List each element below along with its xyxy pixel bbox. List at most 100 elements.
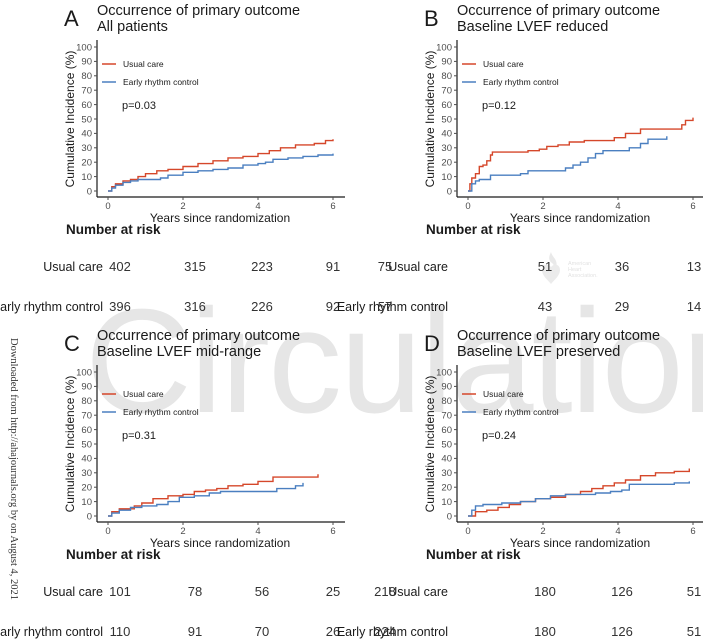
y-tick-label: 70 (81, 86, 92, 97)
risk-value: 29 (615, 299, 629, 314)
y-tick-label: 60 (81, 100, 92, 111)
x-tick-label: 6 (330, 201, 335, 212)
curve-usual-care (468, 117, 694, 192)
chart-subtitle: All patients (97, 19, 168, 35)
y-tick-label: 80 (441, 396, 452, 407)
x-tick-label: 4 (615, 201, 620, 212)
risk-value: 126 (611, 624, 633, 639)
legend-label: Usual care (483, 59, 524, 69)
x-tick-label: 0 (465, 201, 470, 212)
risk-value: 78 (188, 584, 202, 599)
y-tick-label: 100 (436, 42, 452, 53)
download-notice: Downloaded from http://ahajournals.org b… (8, 338, 19, 600)
risk-value: 14 (687, 299, 701, 314)
y-tick-label: 50 (441, 439, 452, 450)
legend-label: Early rhythm control (483, 407, 559, 417)
p-value: p=0.12 (482, 100, 516, 112)
y-tick-label: 70 (441, 411, 452, 422)
risk-value: 91 (188, 624, 202, 639)
y-tick-label: 80 (81, 396, 92, 407)
curve-early-rhythm-control (468, 136, 668, 192)
y-tick-label: 0 (447, 186, 452, 197)
y-tick-label: 90 (81, 382, 92, 393)
risk-table-title: Number at risk (426, 222, 521, 237)
risk-value: 396 (109, 299, 131, 314)
risk-value: 91 (326, 259, 340, 274)
y-tick-label: 50 (81, 439, 92, 450)
aha-logo-text: American Heart Association. (568, 261, 598, 279)
y-tick-label: 30 (81, 143, 92, 154)
curve-early-rhythm-control (108, 482, 304, 517)
y-tick-label: 40 (441, 129, 452, 140)
risk-table-title: Number at risk (66, 547, 161, 562)
y-tick-label: 30 (441, 468, 452, 479)
y-tick-label: 10 (81, 497, 92, 508)
chart-subtitle: Baseline LVEF mid-range (97, 344, 261, 360)
panel-letter: C (64, 331, 80, 356)
p-value: p=0.31 (122, 430, 156, 442)
x-axis-title: Years since randomization (510, 211, 650, 225)
y-tick-label: 40 (81, 129, 92, 140)
circulation-watermark: Circulation (85, 279, 703, 444)
risk-value: 218 (374, 584, 396, 599)
risk-value: 224 (374, 624, 396, 639)
x-tick-label: 2 (540, 201, 545, 212)
chart-title: Occurrence of primary outcome (457, 3, 660, 19)
x-tick-label: 4 (255, 201, 260, 212)
y-tick-label: 100 (76, 367, 92, 378)
risk-row-label: Usual care (43, 585, 103, 599)
y-tick-label: 20 (441, 483, 452, 494)
x-axis-title: Years since randomization (150, 536, 290, 550)
risk-row-label: Early rhythm control (0, 625, 103, 639)
p-value: p=0.24 (482, 430, 516, 442)
y-tick-label: 100 (76, 42, 92, 53)
chart-title: Occurrence of primary outcome (457, 328, 660, 344)
risk-table-title: Number at risk (426, 547, 521, 562)
x-tick-label: 0 (105, 201, 110, 212)
risk-value: 226 (251, 299, 273, 314)
y-tick-label: 70 (81, 411, 92, 422)
x-tick-label: 0 (465, 526, 470, 537)
x-tick-label: 4 (615, 526, 620, 537)
x-tick-label: 0 (105, 526, 110, 537)
risk-value: 75 (378, 259, 392, 274)
risk-value: 126 (611, 584, 633, 599)
panel-letter: A (64, 6, 79, 31)
risk-value: 56 (255, 584, 269, 599)
x-tick-label: 6 (690, 526, 695, 537)
y-tick-label: 90 (441, 57, 452, 68)
risk-value: 223 (251, 259, 273, 274)
risk-value: 26 (326, 624, 340, 639)
risk-value: 25 (326, 584, 340, 599)
legend-label: Early rhythm control (483, 77, 559, 87)
y-tick-label: 0 (87, 511, 92, 522)
risk-value: 13 (687, 259, 701, 274)
risk-row-label: Usual care (388, 260, 448, 274)
x-tick-label: 2 (180, 526, 185, 537)
risk-value: 315 (184, 259, 206, 274)
y-tick-label: 10 (441, 497, 452, 508)
p-value: p=0.03 (122, 100, 156, 112)
risk-value: 51 (687, 584, 701, 599)
risk-row-label: Early rhythm control (337, 625, 448, 639)
chart-title: Occurrence of primary outcome (97, 328, 300, 344)
x-tick-label: 4 (255, 526, 260, 537)
legend-label: Usual care (123, 389, 164, 399)
risk-row-label: Early rhythm control (0, 300, 103, 314)
y-tick-label: 70 (441, 86, 452, 97)
y-tick-label: 40 (81, 454, 92, 465)
y-tick-label: 90 (441, 382, 452, 393)
y-tick-label: 60 (441, 425, 452, 436)
risk-value: 110 (110, 624, 131, 639)
panel-letter: B (424, 6, 439, 31)
risk-value: 57 (378, 299, 392, 314)
curve-usual-care (468, 468, 690, 517)
y-tick-label: 20 (81, 158, 92, 169)
y-tick-label: 50 (81, 114, 92, 125)
risk-value: 70 (255, 624, 269, 639)
risk-row-label: Early rhythm control (337, 300, 448, 314)
